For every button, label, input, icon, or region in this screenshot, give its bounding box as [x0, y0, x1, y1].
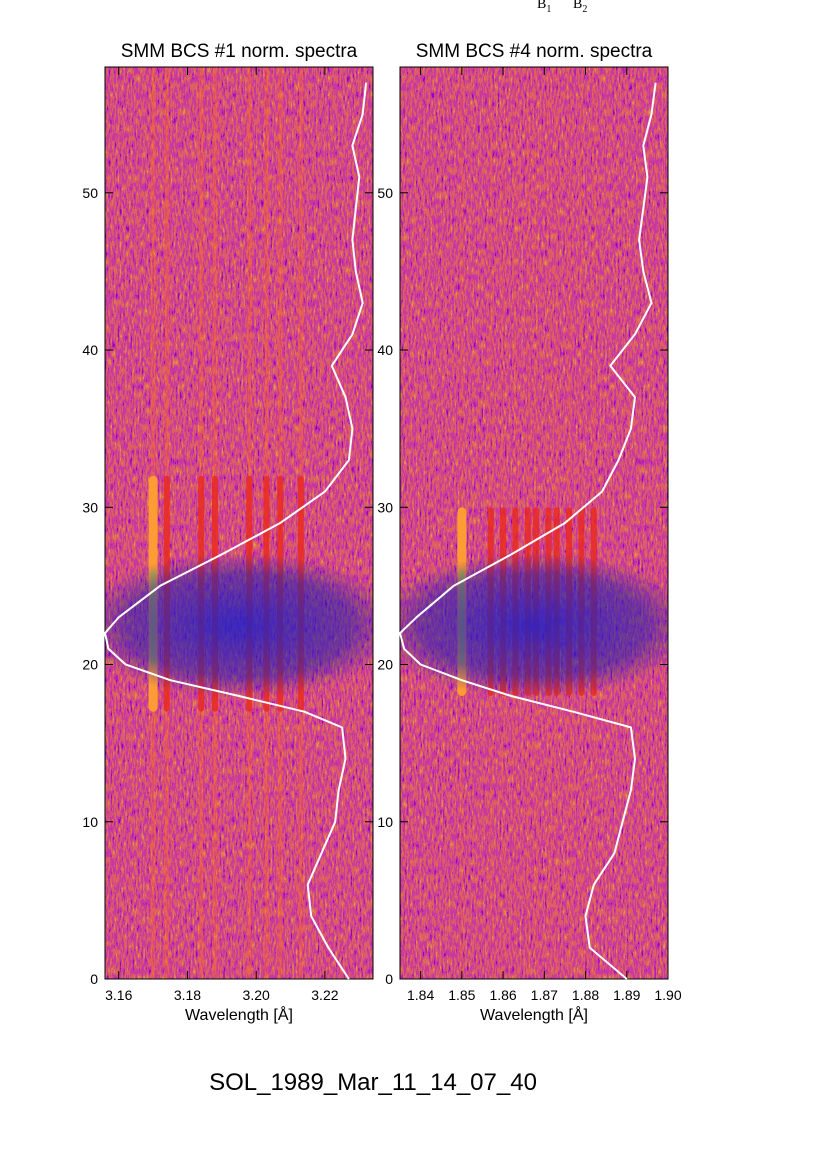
x-tick-label: 3.16 — [105, 987, 132, 1003]
x-tick-label: 1.89 — [613, 987, 640, 1003]
y-tick-label: 0 — [90, 971, 98, 987]
x-tick-label: 3.22 — [311, 987, 338, 1003]
light-curve-bcs1 — [104, 82, 368, 980]
plot-frame-bcs4 — [399, 66, 669, 980]
y-tick-label: 50 — [82, 185, 98, 201]
y-tick-label: 0 — [385, 971, 393, 987]
plot-frame-bcs1 — [104, 66, 374, 980]
panel-title-bcs4: SMM BCS #4 norm. spectra — [416, 41, 653, 62]
flare-region — [400, 552, 668, 699]
x-tick-label: 3.18 — [174, 987, 201, 1003]
panel-bcs1: SMM BCS #1 norm. spectra 3.16 3.18 3.20 3.2… — [82, 41, 374, 1024]
top-label-b1: B1 — [537, 0, 551, 15]
x-axis-label-bcs4: Wavelength [Å] — [480, 1005, 588, 1024]
light-curve-bcs4 — [399, 82, 657, 980]
flare-region — [105, 552, 373, 699]
y-tick-label: 10 — [82, 814, 98, 830]
x-tick-label: 1.84 — [407, 987, 434, 1003]
y-tick-label: 20 — [377, 657, 393, 673]
x-tick-label: 3.20 — [243, 987, 270, 1003]
x-tick-label: 1.85 — [448, 987, 475, 1003]
x-tick-label: 1.86 — [489, 987, 516, 1003]
y-tick-label: 30 — [82, 499, 98, 515]
x-tick-label: 1.88 — [572, 987, 599, 1003]
x-tick-label: 1.87 — [531, 987, 558, 1003]
figure-caption: SOL_1989_Mar_11_14_07_40 — [209, 1069, 537, 1096]
x-axis-label-bcs1: Wavelength [Å] — [185, 1005, 293, 1024]
y-tick-label: 10 — [377, 814, 393, 830]
y-tick-label: 30 — [377, 499, 393, 515]
top-label-b2: B2 — [573, 0, 587, 15]
y-tick-label: 20 — [82, 657, 98, 673]
heatmap-noise — [105, 67, 373, 979]
y-tick-label: 40 — [82, 342, 98, 358]
panel-bcs4: SMM BCS #4 norm. spectra 1.84 1.85 1.86 1.8… — [377, 41, 681, 1024]
panel-title-bcs1: SMM BCS #1 norm. spectra — [121, 41, 358, 62]
y-tick-label: 50 — [377, 185, 393, 201]
y-tick-label: 40 — [377, 342, 393, 358]
x-tick-label: 1.90 — [654, 987, 681, 1003]
